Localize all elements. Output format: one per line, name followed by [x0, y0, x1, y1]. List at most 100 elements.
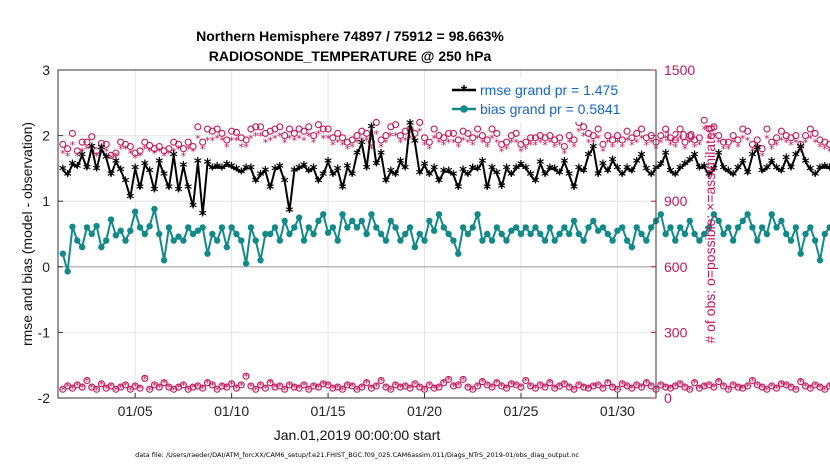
rmse-point: *: [638, 147, 646, 165]
obs-count-possible-point: [228, 127, 236, 135]
chart-title: Northern Hemisphere 74897 / 75912 = 98.6…: [196, 28, 504, 44]
obs-count-assimilated-point: *: [282, 384, 288, 397]
bias-point: [112, 232, 120, 239]
rmse-point: *: [695, 160, 703, 178]
rmse-point: *: [724, 164, 732, 182]
rmse-point: *: [522, 160, 530, 178]
obs-count-assimilated-point: *: [822, 384, 828, 397]
obs-count-assimilated-point: *: [282, 137, 288, 150]
obs-count-assimilated-point: *: [103, 145, 109, 158]
rmse-point: *: [348, 167, 356, 185]
obs-count-assimilated-point: *: [658, 379, 664, 392]
bias-point: [459, 224, 467, 231]
rmse-point: *: [758, 164, 766, 182]
obs-count-possible-point: [522, 138, 530, 146]
obs-count-assimilated-point: *: [774, 139, 780, 152]
obs-count-assimilated-point: *: [788, 382, 794, 395]
rmse-point: *: [667, 164, 675, 182]
obs-count-possible-point: [657, 132, 665, 140]
rmse-point: *: [175, 183, 183, 201]
obs-count-assimilated-point: *: [441, 139, 447, 152]
obs-count-assimilated-point: *: [460, 134, 466, 147]
obs-count-assimilated-point: *: [128, 148, 134, 161]
obs-count-possible-point: [83, 376, 91, 385]
obs-count-possible-point: [232, 128, 240, 136]
rmse-point: *: [208, 160, 216, 178]
obs-count-possible-point: [363, 379, 371, 387]
rmse-point: *: [112, 154, 120, 172]
rmse-point: *: [59, 162, 67, 180]
obs-count-possible-point: [223, 383, 231, 391]
rmse-point: *: [594, 167, 602, 185]
obs-count-assimilated-point: *: [402, 134, 408, 147]
obs-count-assimilated-point: *: [557, 139, 563, 152]
obs-count-assimilated-point: *: [354, 137, 360, 150]
obs-count-possible-point: [478, 378, 486, 386]
obs-count-assimilated-point: *: [499, 145, 505, 158]
obs-count-assimilated-point: *: [788, 139, 794, 152]
obs-count-possible-point: [242, 372, 250, 380]
obs-count-assimilated-point: *: [610, 382, 616, 395]
obs-count-assimilated-point: *: [402, 380, 408, 393]
obs-count-possible-point: [290, 129, 298, 137]
obs-count-assimilated-point: *: [229, 134, 235, 147]
obs-count-possible-point: [146, 141, 154, 149]
rmse-point: *: [493, 166, 501, 184]
obs-count-assimilated-point: *: [349, 141, 355, 154]
obs-count-assimilated-point: *: [248, 380, 254, 393]
obs-count-assimilated-point: *: [108, 152, 114, 165]
obs-count-assimilated-point: *: [499, 380, 505, 393]
obs-count-assimilated-point: *: [70, 383, 76, 396]
obs-count-assimilated-point: *: [369, 383, 375, 396]
obs-count-assimilated-point: *: [581, 130, 587, 143]
obs-count-assimilated-point: *: [827, 380, 830, 393]
obs-count-possible-point: [305, 123, 313, 131]
obs-count-assimilated-point: *: [624, 134, 630, 147]
bias-point: [556, 230, 563, 238]
obs-count-assimilated-point: *: [166, 382, 172, 395]
rmse-point: *: [744, 166, 752, 184]
bias-point: [276, 237, 284, 244]
bias-point: [252, 237, 259, 244]
obs-count-possible-point: [78, 138, 86, 146]
rmse-point: *: [401, 160, 409, 178]
rmse-point: *: [604, 164, 612, 182]
obs-count-assimilated-point: *: [629, 383, 635, 396]
obs-count-possible-point: [729, 132, 737, 140]
obs-count-assimilated-point: *: [99, 378, 105, 391]
bias-point: [773, 224, 780, 231]
y-right-tick-label: 0: [664, 390, 672, 406]
obs-count-possible-point: [372, 382, 380, 390]
obs-count-assimilated-point: *: [808, 132, 814, 145]
obs-count-possible-point: [474, 382, 482, 390]
bias-point: [170, 237, 177, 244]
obs-count-assimilated-point: *: [726, 143, 732, 156]
obs-count-assimilated-point: *: [663, 382, 669, 395]
bias-point: [271, 224, 279, 231]
axis-ticks: -2 -1 0 1 2 3 0 300 600 900 1200 1500 01/05 01/10 01/1…: [38, 62, 696, 419]
obs-count-possible-point: [184, 138, 192, 146]
bias-point: [156, 230, 163, 238]
obs-count-possible-point: [483, 136, 491, 144]
bias-point: [783, 230, 790, 238]
rmse-point: *: [310, 160, 318, 178]
bias-point: [223, 243, 230, 251]
obs-count-assimilated-point: *: [509, 378, 515, 391]
obs-count-assimilated-point: *: [388, 384, 394, 397]
obs-count-possible-point: [691, 379, 699, 387]
obs-count-assimilated-point: *: [335, 137, 341, 150]
obs-count-possible-point: [671, 136, 679, 144]
obs-count-assimilated-point: *: [721, 380, 727, 393]
bias-point: [594, 227, 602, 234]
obs-count-possible-point: [276, 382, 284, 390]
obs-count-assimilated-point: *: [542, 382, 548, 395]
obs-count-assimilated-point: *: [591, 137, 597, 150]
bias-point: [628, 243, 636, 251]
obs-count-assimilated-point: *: [296, 383, 302, 396]
plot-frame: [57, 69, 657, 399]
obs-count-possible-point: [295, 384, 303, 392]
obs-count-assimilated-point: *: [673, 141, 679, 154]
obs-count-possible-point: [324, 125, 332, 133]
rmse-point: *: [242, 160, 250, 178]
obs-count-assimilated-point: *: [118, 382, 124, 395]
